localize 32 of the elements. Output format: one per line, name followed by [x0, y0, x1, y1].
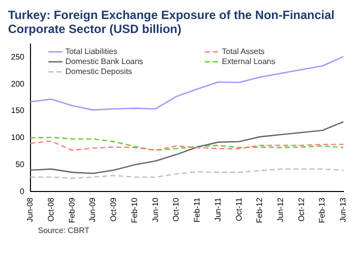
- x-tick-label: Jun-11: [213, 197, 222, 222]
- x-tick-label: Jun-08: [26, 197, 35, 222]
- x-tick-label: Oct-09: [109, 197, 118, 222]
- line-series: [30, 140, 344, 151]
- line-series: [30, 136, 344, 151]
- x-tick-label: Oct-11: [234, 197, 244, 222]
- x-tick-label: Oct-12: [296, 197, 306, 222]
- y-tick-label: 200: [10, 79, 25, 88]
- x-tick-label: Jun-09: [88, 197, 98, 222]
- x-tick-label: Jun-10: [150, 197, 160, 222]
- x-tick-label: Feb-10: [130, 197, 139, 224]
- x-tick-label: Jun-12: [276, 197, 285, 222]
- x-tick-label: Feb-13: [318, 197, 327, 224]
- legend-label: Domestic Bank Loans: [65, 57, 144, 66]
- y-tick-label: 250: [10, 52, 25, 62]
- y-tick-label: 50: [15, 160, 25, 169]
- x-tick-label: Oct-08: [46, 197, 56, 222]
- x-tick-label: Feb-09: [67, 197, 76, 224]
- y-tick-label: 0: [20, 186, 25, 196]
- legend-label: Total Assets: [222, 47, 265, 56]
- legend-label: External Loans: [222, 57, 276, 66]
- x-tick-label: Feb-12: [255, 197, 264, 224]
- legend-label: Domestic Deposits: [65, 67, 132, 76]
- x-tick-label: Jun-13: [338, 197, 348, 222]
- source-note: Source: CBRT: [38, 226, 90, 235]
- line-series: [30, 168, 344, 179]
- chart-title: Turkey: Foreign Exchange Exposure of the Non-Financial Corporate Sector (USD billion): [8, 8, 336, 36]
- legend-label: Total Liabilities: [65, 47, 118, 56]
- y-tick-label: 100: [10, 133, 25, 142]
- x-tick-label: Oct-10: [172, 197, 181, 222]
- x-tick-label: Feb-11: [192, 197, 202, 222]
- y-tick-label: 150: [10, 106, 25, 116]
